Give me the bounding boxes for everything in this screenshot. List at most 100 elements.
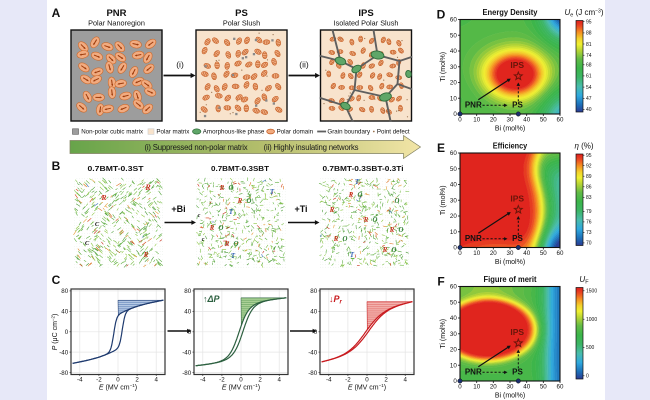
svg-text:R: R bbox=[143, 252, 149, 259]
svg-text:60: 60 bbox=[557, 384, 564, 391]
svg-text:c: c bbox=[202, 237, 205, 243]
svg-text:E: E bbox=[437, 141, 445, 155]
svg-text:0: 0 bbox=[116, 377, 120, 384]
svg-text:E (MV cm−1): E (MV cm−1) bbox=[348, 383, 386, 392]
svg-text:0.7BMT-0.3SBT-0.3Ti: 0.7BMT-0.3SBT-0.3Ti bbox=[323, 164, 404, 173]
svg-text:2: 2 bbox=[258, 377, 262, 384]
svg-text:76: 76 bbox=[586, 220, 592, 226]
svg-text:40: 40 bbox=[450, 315, 457, 322]
svg-text:-4: -4 bbox=[200, 377, 206, 384]
svg-text:10: 10 bbox=[450, 96, 457, 103]
svg-text:0: 0 bbox=[188, 329, 192, 336]
svg-text:20: 20 bbox=[490, 250, 497, 257]
svg-text:40: 40 bbox=[523, 117, 530, 124]
svg-text:IPS: IPS bbox=[510, 60, 524, 70]
svg-text:86: 86 bbox=[586, 185, 592, 191]
svg-text:-2: -2 bbox=[345, 377, 351, 384]
svg-text:0.7BMT-0.3ST: 0.7BMT-0.3ST bbox=[88, 164, 144, 173]
svg-text:-2: -2 bbox=[96, 377, 102, 384]
svg-text:40: 40 bbox=[450, 48, 457, 55]
svg-text:40: 40 bbox=[450, 182, 457, 189]
svg-text:O: O bbox=[343, 236, 348, 243]
svg-text:30: 30 bbox=[507, 117, 514, 124]
svg-text:74: 74 bbox=[586, 53, 592, 59]
svg-text:20: 20 bbox=[450, 213, 457, 220]
svg-text:20: 20 bbox=[490, 117, 497, 124]
svg-text:PS: PS bbox=[512, 368, 523, 377]
svg-text:O: O bbox=[373, 217, 378, 224]
svg-text:R: R bbox=[144, 183, 151, 192]
svg-text:Amorphous-like phase: Amorphous-like phase bbox=[203, 129, 265, 136]
svg-text:30: 30 bbox=[450, 331, 457, 338]
svg-text:Non-polar cubic matrix: Non-polar cubic matrix bbox=[81, 129, 144, 136]
svg-text:Ti (mol%): Ti (mol%) bbox=[440, 52, 447, 82]
svg-text:88: 88 bbox=[586, 31, 592, 37]
svg-text:R: R bbox=[209, 225, 215, 232]
svg-text:81: 81 bbox=[586, 42, 592, 48]
svg-text:+Bi: +Bi bbox=[171, 204, 185, 214]
svg-text:0: 0 bbox=[239, 377, 243, 384]
svg-text:4: 4 bbox=[277, 377, 281, 384]
svg-text:0: 0 bbox=[458, 250, 462, 257]
svg-text:C: C bbox=[95, 221, 100, 228]
svg-text:R: R bbox=[348, 192, 354, 199]
svg-text:D: D bbox=[437, 8, 446, 22]
svg-text:Polar matrix: Polar matrix bbox=[156, 129, 190, 136]
svg-text:Polar Slush: Polar Slush bbox=[223, 19, 260, 28]
svg-text:-40: -40 bbox=[59, 349, 69, 356]
svg-text:O: O bbox=[399, 227, 404, 234]
svg-text:4: 4 bbox=[154, 377, 158, 384]
svg-text:0: 0 bbox=[453, 378, 457, 385]
svg-text:T: T bbox=[350, 252, 355, 259]
svg-text:60: 60 bbox=[557, 250, 564, 257]
svg-text:O: O bbox=[234, 241, 239, 248]
svg-text:IPS: IPS bbox=[510, 193, 524, 203]
svg-text:40: 40 bbox=[523, 250, 530, 257]
svg-text:Figure of merit: Figure of merit bbox=[484, 274, 537, 284]
svg-text:Ti (mol%): Ti (mol%) bbox=[440, 185, 447, 215]
svg-text:60: 60 bbox=[450, 17, 457, 24]
svg-text:40: 40 bbox=[310, 309, 317, 316]
svg-text:(ii) Highly insulating network: (ii) Highly insulating networks bbox=[264, 143, 359, 152]
svg-text:PNR: PNR bbox=[465, 234, 482, 243]
svg-text:0: 0 bbox=[458, 117, 462, 124]
svg-text:-80: -80 bbox=[182, 370, 192, 377]
svg-text:↓Pr: ↓Pr bbox=[329, 294, 343, 306]
svg-text:0: 0 bbox=[365, 377, 369, 384]
svg-text:PNR: PNR bbox=[465, 101, 482, 110]
svg-text:IPS: IPS bbox=[510, 327, 524, 337]
svg-text:Ti (mol%): Ti (mol%) bbox=[440, 319, 447, 349]
svg-text:R: R bbox=[329, 207, 335, 214]
svg-text:61: 61 bbox=[586, 74, 592, 80]
svg-text:(i) Suppressed non-polar matri: (i) Suppressed non-polar matrix bbox=[144, 143, 247, 152]
svg-text:O: O bbox=[247, 198, 252, 205]
svg-text:B: B bbox=[52, 159, 61, 173]
svg-text:0: 0 bbox=[65, 329, 69, 336]
svg-text:4: 4 bbox=[403, 377, 407, 384]
svg-text:50: 50 bbox=[450, 166, 457, 173]
svg-text:+Ti: +Ti bbox=[294, 204, 307, 214]
svg-text:30: 30 bbox=[450, 64, 457, 71]
svg-text:68: 68 bbox=[586, 63, 592, 69]
svg-text:PNR: PNR bbox=[465, 368, 482, 377]
svg-text:T: T bbox=[231, 253, 236, 260]
svg-text:500: 500 bbox=[586, 345, 595, 351]
svg-text:20: 20 bbox=[490, 384, 497, 391]
svg-text:η (%): η (%) bbox=[574, 142, 593, 151]
svg-text:Bi (mol%): Bi (mol%) bbox=[495, 126, 525, 133]
svg-text:R: R bbox=[363, 217, 369, 224]
svg-text:70: 70 bbox=[586, 241, 592, 247]
svg-text:Grain boundary: Grain boundary bbox=[327, 129, 371, 136]
svg-text:60: 60 bbox=[450, 150, 457, 157]
svg-text:R: R bbox=[237, 198, 243, 205]
svg-text:0: 0 bbox=[458, 384, 462, 391]
svg-text:10: 10 bbox=[473, 384, 480, 391]
svg-text:89: 89 bbox=[586, 174, 592, 180]
svg-text:73: 73 bbox=[586, 230, 592, 236]
svg-text:(ii): (ii) bbox=[299, 60, 309, 70]
svg-text:50: 50 bbox=[540, 117, 547, 124]
svg-text:O: O bbox=[229, 185, 234, 192]
svg-text:R: R bbox=[333, 236, 339, 243]
svg-text:↑ΔP: ↑ΔP bbox=[203, 294, 221, 304]
svg-text:T: T bbox=[355, 179, 360, 186]
